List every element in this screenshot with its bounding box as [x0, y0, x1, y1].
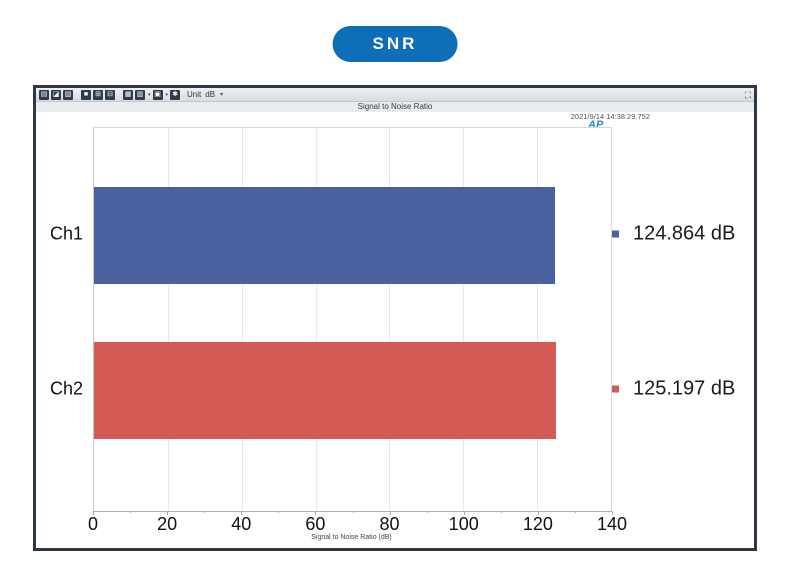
x-axis-title: Signal to Noise Ratio (dB) [311, 534, 392, 541]
annotation-dropdown-icon[interactable]: ▣ [152, 89, 163, 100]
tick-mark [463, 511, 465, 515]
gridline [389, 128, 391, 511]
settings-icon[interactable]: ✱ [170, 89, 181, 100]
gridline [463, 128, 465, 511]
tick-mark [500, 511, 502, 513]
plot-area [93, 127, 612, 512]
legend-entry-ch2: 125.197 dB [612, 378, 735, 401]
legend: 124.864 dB 125.197 dB [610, 127, 752, 510]
tick-mark [278, 511, 280, 513]
tick-mark [352, 511, 354, 513]
tick-mark [204, 511, 206, 513]
x-tick-label: 60 [305, 514, 326, 534]
grid-2x2-pane-icon[interactable]: ⊞ [93, 89, 103, 100]
tick-mark [389, 511, 391, 515]
tick-mark [241, 511, 243, 515]
zoom-view-icon[interactable]: ◪ [51, 89, 61, 100]
x-tick-label: 100 [448, 514, 479, 534]
legend-marker-icon [612, 230, 619, 238]
single-pane-icon[interactable]: ■ [81, 89, 91, 100]
tick-mark [574, 511, 576, 513]
graph-view-icon[interactable]: ▤ [39, 89, 49, 100]
tick-mark [426, 511, 428, 513]
category-label-ch2: Ch2 [49, 378, 83, 399]
x-tick-label: 120 [522, 514, 553, 534]
chevron-down-icon: ▾ [220, 92, 224, 98]
tick-mark [130, 511, 132, 513]
unit-label: Unit [187, 90, 202, 99]
gridline [241, 128, 243, 511]
gridline [167, 128, 169, 511]
bar-ch2 [94, 341, 557, 439]
unit-value: dB [205, 90, 216, 99]
expand-window-icon[interactable]: ⛶ [744, 89, 751, 100]
measurement-window: ▤ ◪ ▨ ■ ⊞ ⊟ ▦ ▥ ▾ ▣ ▾ ✱ Unit dB ▾ ⛶ Signal to Noise… [33, 85, 757, 551]
snr-button[interactable]: SNR [332, 26, 458, 62]
legend-marker-icon [612, 385, 619, 393]
x-axis-ticks: 0 20 40 60 80 100 120 140 [88, 511, 627, 534]
chevron-down-icon: ▾ [148, 91, 151, 98]
legend-value: 124.864 dB [633, 222, 736, 245]
gridline [315, 128, 317, 511]
x-tick-label: 80 [379, 514, 400, 534]
x-tick-label: 140 [596, 514, 628, 534]
tick-mark [93, 511, 94, 515]
layout-dropdown-icon[interactable]: ▥ [135, 89, 145, 100]
grid-3x2-pane-icon[interactable]: ⊟ [105, 89, 115, 100]
x-tick-label: 0 [87, 514, 99, 534]
legend-entry-ch1: 124.864 dB [612, 223, 735, 246]
tick-mark [315, 511, 317, 515]
table-icon[interactable]: ▦ [123, 89, 133, 100]
legend-value: 125.197 dB [633, 377, 736, 400]
x-tick-label: 20 [157, 514, 178, 534]
timestamp: 2021/9/14 14:38:29.752 [570, 112, 650, 121]
edit-view-icon[interactable]: ▨ [63, 89, 73, 100]
gridline [537, 128, 539, 511]
category-label-ch1: Ch1 [49, 223, 83, 244]
y-axis-labels: Ch1 Ch2 [36, 127, 91, 510]
x-tick-label: 40 [231, 514, 252, 534]
tick-mark [612, 511, 613, 515]
panel-title: Signal to Noise Ratio [36, 102, 754, 112]
tick-mark [167, 511, 169, 515]
unit-dropdown[interactable]: Unit dB ▾ [187, 90, 223, 99]
chevron-down-icon: ▾ [165, 91, 169, 98]
toolbar: ▤ ◪ ▨ ■ ⊞ ⊟ ▦ ▥ ▾ ▣ ▾ ✱ Unit dB ▾ ⛶ [36, 88, 754, 102]
bar-ch1 [94, 186, 556, 284]
tick-mark [537, 511, 539, 515]
